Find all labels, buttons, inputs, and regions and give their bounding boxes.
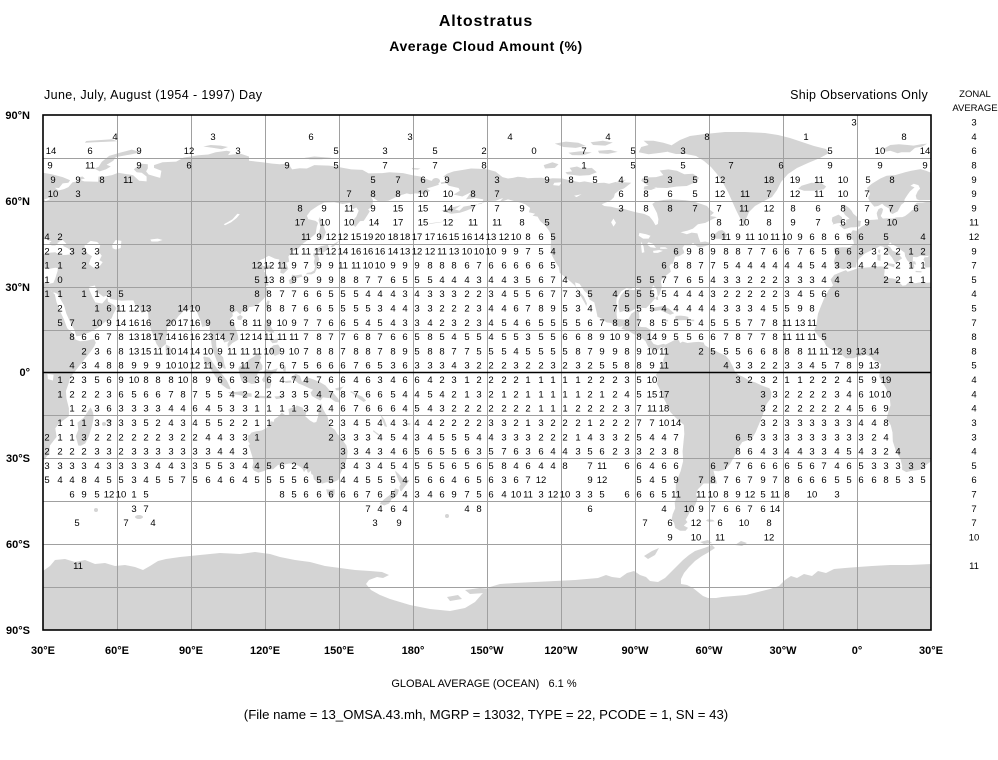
svg-text:(File name = 13_OMSA.43.mh, MG: (File name = 13_OMSA.43.mh, MGRP = 13032…	[244, 707, 728, 722]
svg-text:3: 3	[971, 418, 976, 429]
svg-text:30°E: 30°E	[919, 645, 943, 657]
svg-text:3: 3	[851, 118, 856, 129]
svg-text:9: 9	[971, 175, 976, 186]
svg-text:AVERAGE: AVERAGE	[952, 103, 997, 114]
svg-text:8: 8	[971, 332, 976, 343]
svg-text:60°S: 60°S	[6, 539, 30, 551]
svg-text:12: 12	[969, 232, 980, 243]
svg-text:8: 8	[971, 346, 976, 357]
svg-text:150°E: 150°E	[324, 645, 354, 657]
svg-text:60°N: 60°N	[5, 196, 30, 208]
svg-text:4: 4	[971, 404, 976, 415]
svg-text:120°E: 120°E	[250, 645, 280, 657]
svg-text:4: 4	[971, 132, 976, 143]
svg-text:7: 7	[971, 504, 976, 515]
svg-text:ZONAL: ZONAL	[959, 89, 991, 100]
svg-text:11: 11	[73, 561, 83, 572]
svg-text:6: 6	[971, 475, 976, 486]
svg-text:90°N: 90°N	[5, 110, 30, 122]
svg-text:5: 5	[971, 304, 976, 315]
svg-text:180°: 180°	[402, 645, 425, 657]
svg-text:5: 5	[971, 461, 976, 472]
svg-text:June, July, August (1954 - 199: June, July, August (1954 - 1997) Day	[44, 88, 263, 102]
svg-text:4: 4	[971, 447, 976, 458]
svg-text:90°E: 90°E	[179, 645, 203, 657]
svg-text:5: 5	[971, 275, 976, 286]
svg-text:9: 9	[971, 246, 976, 257]
svg-text:4: 4	[971, 289, 976, 300]
svg-text:11: 11	[969, 218, 979, 229]
svg-text:GLOBAL AVERAGE (OCEAN) 6.1 %: GLOBAL AVERAGE (OCEAN) 6.1 %	[391, 678, 576, 690]
svg-text:5: 5	[971, 361, 976, 372]
svg-text:30°N: 30°N	[5, 282, 30, 294]
svg-text:4: 4	[971, 375, 976, 386]
svg-text:8: 8	[971, 161, 976, 172]
svg-text:7: 7	[971, 261, 976, 272]
svg-text:6: 6	[971, 146, 976, 157]
svg-text:3: 3	[971, 432, 976, 443]
svg-text:7: 7	[971, 490, 976, 501]
svg-text:10: 10	[969, 532, 980, 543]
svg-text:60°W: 60°W	[695, 645, 723, 657]
svg-text:9: 9	[971, 189, 976, 200]
svg-text:30°S: 30°S	[6, 453, 30, 465]
svg-text:11: 11	[969, 561, 979, 572]
svg-text:120°W: 120°W	[544, 645, 578, 657]
svg-text:3: 3	[971, 118, 976, 129]
svg-text:30°W: 30°W	[769, 645, 797, 657]
svg-text:4: 4	[971, 389, 976, 400]
svg-text:Ship Observations Only: Ship Observations Only	[790, 88, 928, 102]
svg-text:7: 7	[971, 518, 976, 529]
svg-text:90°W: 90°W	[621, 645, 649, 657]
svg-text:150°W: 150°W	[470, 645, 504, 657]
svg-text:30°E: 30°E	[31, 645, 55, 657]
svg-text:Altostratus: Altostratus	[439, 13, 533, 30]
svg-text:90°S: 90°S	[6, 625, 30, 637]
svg-text:Average Cloud Amount (%): Average Cloud Amount (%)	[389, 38, 582, 54]
svg-text:60°E: 60°E	[105, 645, 129, 657]
svg-text:0°: 0°	[852, 645, 863, 657]
svg-text:7: 7	[971, 318, 976, 329]
svg-text:0°: 0°	[19, 367, 30, 379]
svg-text:9: 9	[971, 203, 976, 214]
